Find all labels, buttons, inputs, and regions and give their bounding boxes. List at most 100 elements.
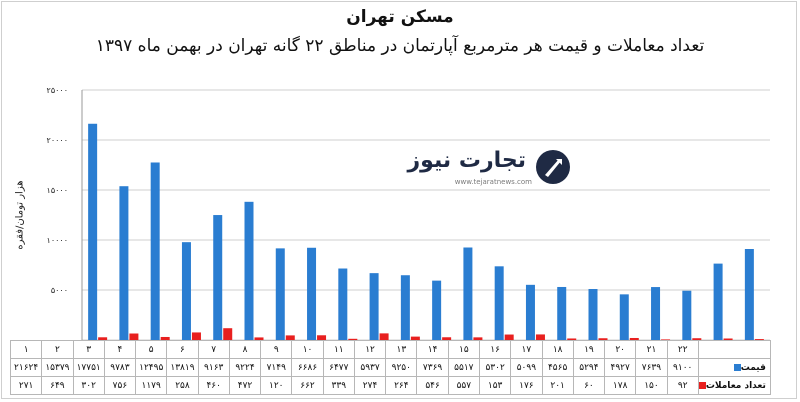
bar-price [307, 247, 317, 340]
table-cell-category: ۱۲ [353, 340, 387, 359]
bar-price [557, 286, 567, 340]
table-cell-category: ۱۱ [322, 340, 355, 359]
table-cell-transactions: ۵۴۶ [416, 376, 449, 395]
table-row-categories: ۱ ۲ ۳ ۴ ۵ ۶ ۷ ۸ ۹ ۱۰ ۱۱ ۱۲ ۱۳ ۱۴ ۱۵ ۱۶ ۱۷ ۱۸ ۱۹ ۲۰ ۲۱ ۲۲ [9, 340, 771, 359]
bar-price [275, 248, 285, 340]
table-cell-price: ۱۵۳۷۹ [41, 358, 74, 377]
bar-price [494, 266, 504, 340]
table-row-label-price: قیمت [697, 358, 771, 377]
table-cell-category: ۱۳ [385, 340, 418, 359]
table-cell-price: ۷۱۴۹ [260, 358, 293, 377]
price-legend-swatch [733, 363, 741, 371]
bar-price [651, 287, 661, 340]
bar-price [744, 249, 754, 340]
bar-transactions [317, 335, 327, 340]
table-cell-transactions: ۹۲ [666, 376, 699, 395]
bar-transactions [129, 333, 139, 340]
table-cell-price: ۵۲۹۴ [572, 358, 606, 377]
table-cell-transactions: ۱۷۶ [510, 376, 543, 395]
table-cell-category: ۹ [260, 340, 293, 359]
table-cell-category: ۱۵ [447, 340, 480, 359]
table-cell-transactions: ۲۶۴ [385, 376, 418, 395]
bar-transactions [379, 333, 389, 340]
bar-price [119, 186, 129, 340]
bar-price [213, 215, 223, 340]
table-cell-transactions: ۳۳۹ [322, 376, 355, 395]
table-cell-price: ۶۶۸۶ [291, 358, 324, 377]
bar-price [150, 162, 160, 340]
table-cell-price: ۹۱۶۳ [197, 358, 230, 377]
y-tick-label: ۱۵۰۰۰ [47, 186, 68, 195]
bar-transactions [629, 337, 639, 340]
bar-transactions [723, 338, 733, 340]
bar-transactions [692, 338, 702, 340]
logo-url: www.tejaratnews.com [454, 178, 532, 186]
table-cell-category: ۱۰ [291, 340, 324, 359]
table-cell-price: ۵۵۱۷ [447, 358, 480, 377]
table-cell-transactions: ۴۷۲ [228, 376, 262, 395]
table-cell-category: ۲۲ [666, 340, 699, 359]
table-cell-transactions: ۲۷۴ [353, 376, 387, 395]
table-cell-price: ۱۳۸۱۹ [166, 358, 199, 377]
bar-price [619, 294, 629, 340]
table-cell-category: ۱ [9, 340, 43, 359]
table-cell-transactions: ۶۴۹ [41, 376, 74, 395]
bar-price [244, 201, 254, 340]
bar-transactions [442, 337, 452, 340]
table-cell-price: ۹۷۸۳ [103, 358, 137, 377]
table-cell-price: ۴۹۲۷ [604, 358, 637, 377]
table-cell-category: ۲۱ [635, 340, 668, 359]
y-tick-label: ۲۰۰۰۰ [47, 136, 68, 145]
chart-subtitle: تعداد معاملات و قیمت هر مترمربع آپارتمان… [95, 36, 705, 56]
table-cell-price: ۷۶۳۹ [635, 358, 668, 377]
y-tick-label: ۱۰۰۰۰ [47, 236, 68, 245]
table-cell-price: ۱۲۴۹۵ [135, 358, 168, 377]
tejaratnews-logo-icon [536, 150, 570, 184]
table-cell-transactions: ۱۵۰ [635, 376, 668, 395]
table-cell-transactions: ۱۱۷۹ [135, 376, 168, 395]
bar-transactions [285, 335, 295, 340]
table-cell-category: ۱۸ [541, 340, 574, 359]
table-cell-transactions: ۲۵۸ [166, 376, 199, 395]
table-cell-price: ۵۳۰۲ [478, 358, 512, 377]
bar-transactions [754, 339, 764, 340]
bar-price [525, 284, 535, 340]
table-cell-transactions: ۳۰۲ [72, 376, 105, 395]
transactions-series-label: تعداد معاملات [705, 380, 766, 391]
price-series-label: قیمت [740, 362, 766, 373]
table-cell-category: ۶ [166, 340, 199, 359]
table-cell-price: ۶۴۷۷ [322, 358, 355, 377]
bar-transactions [567, 338, 577, 340]
table-cell-price: ۹۲۲۴ [228, 358, 262, 377]
brand-logo: تجارت نیوز www.tejaratnews.com [407, 146, 572, 192]
transactions-legend-swatch [699, 381, 706, 389]
bar-price [88, 123, 98, 340]
bar-transactions [160, 336, 170, 340]
table-cell-transactions: ۱۵۳ [478, 376, 512, 395]
table-cell-price: ۹۱۰۰ [666, 358, 699, 377]
bar-transactions [223, 328, 233, 340]
table-cell-transactions: ۵۵۷ [447, 376, 480, 395]
table-corner [697, 340, 771, 359]
table-cell-category: ۵ [135, 340, 168, 359]
logo-text: تجارت نیوز [407, 148, 526, 173]
table-cell-price: ۷۳۶۹ [416, 358, 449, 377]
y-tick-label: ۲۵۰۰۰ [47, 86, 68, 95]
bar-transactions [348, 338, 358, 340]
bar-price [400, 275, 410, 340]
bar-transactions [410, 336, 420, 340]
table-cell-transactions: ۶۶۲ [291, 376, 324, 395]
table-cell-transactions: ۴۶۰ [197, 376, 230, 395]
table-cell-category: ۱۶ [478, 340, 512, 359]
table-cell-category: ۸ [228, 340, 262, 359]
bar-price [682, 290, 692, 340]
bar-price [369, 273, 379, 340]
table-row-price: ۲۱۶۲۴ ۱۵۳۷۹ ۱۷۷۵۱ ۹۷۸۳ ۱۲۴۹۵ ۱۳۸۱۹ ۹۱۶۳ ۹۲۲۴ ۷۱۴… [9, 358, 771, 377]
chart-title: مسکن تهران [346, 7, 454, 27]
bar-transactions [598, 338, 608, 340]
bar-transactions [191, 332, 201, 340]
table-cell-category: ۳ [72, 340, 105, 359]
table-cell-price: ۱۷۷۵۱ [72, 358, 105, 377]
